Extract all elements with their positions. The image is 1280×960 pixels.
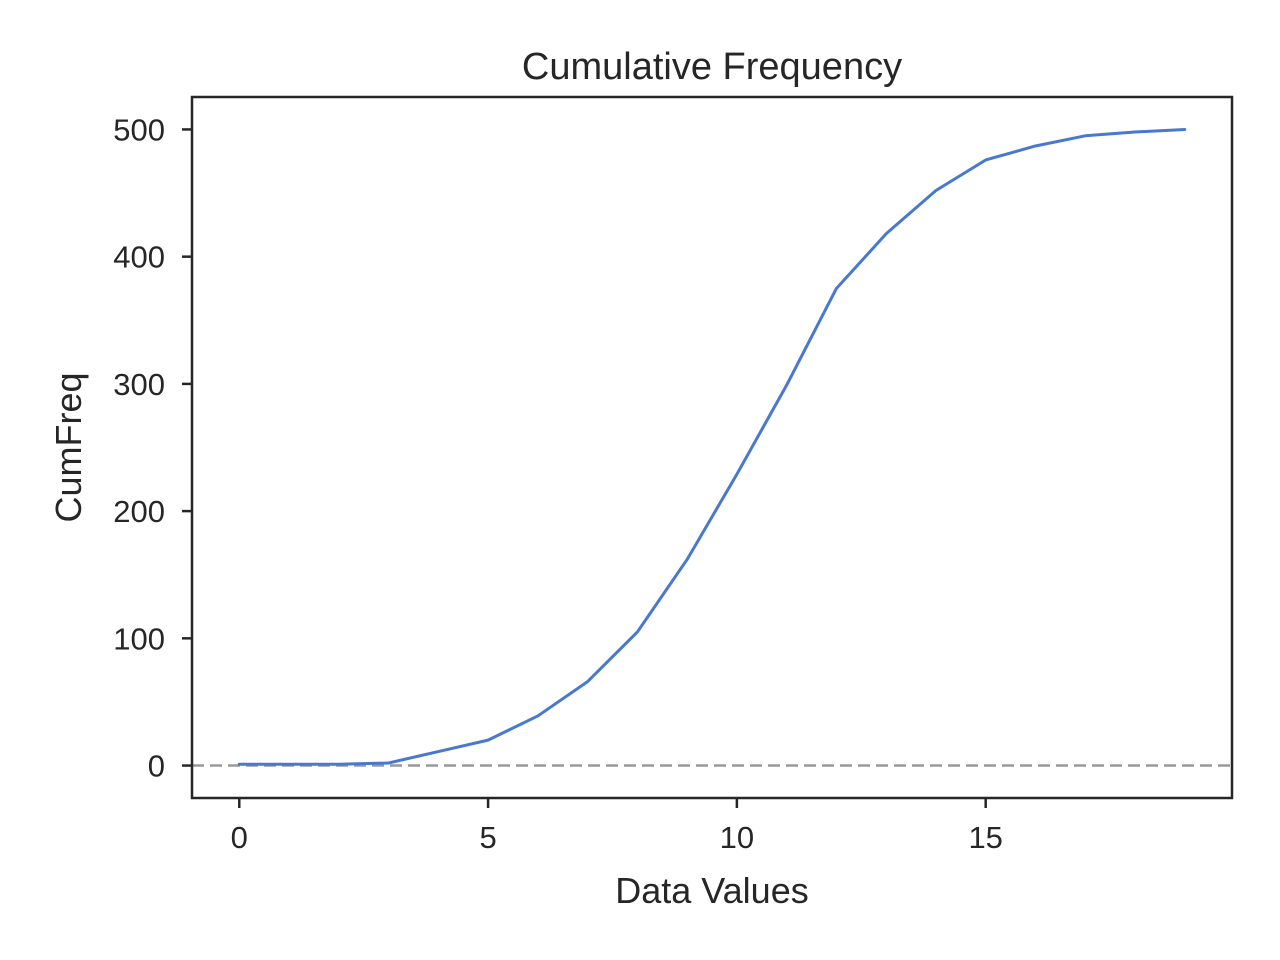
plot-frame: [190, 95, 1234, 800]
x-tick-label: 0: [231, 820, 248, 855]
y-tick-label: 400: [113, 240, 165, 275]
x-axis: 0 5 10 15: [231, 798, 1003, 855]
x-tick-label: 5: [479, 820, 496, 855]
x-tick-label: 15: [968, 820, 1002, 855]
chart-title: Cumulative Frequency: [522, 46, 902, 88]
series-line-0: [237, 127, 1187, 766]
y-tick-label: 200: [113, 494, 165, 529]
y-tick-label: 100: [113, 621, 165, 656]
x-tick-label: 10: [720, 820, 754, 855]
y-tick-label: 0: [148, 749, 165, 784]
plot-area: [192, 127, 1232, 767]
y-axis-label: CumFreq: [48, 372, 89, 522]
x-axis-label: Data Values: [615, 870, 808, 911]
y-axis: 0 100 200 300 400 500: [113, 112, 192, 784]
y-tick-label: 500: [113, 112, 165, 147]
y-tick-label: 300: [113, 367, 165, 402]
